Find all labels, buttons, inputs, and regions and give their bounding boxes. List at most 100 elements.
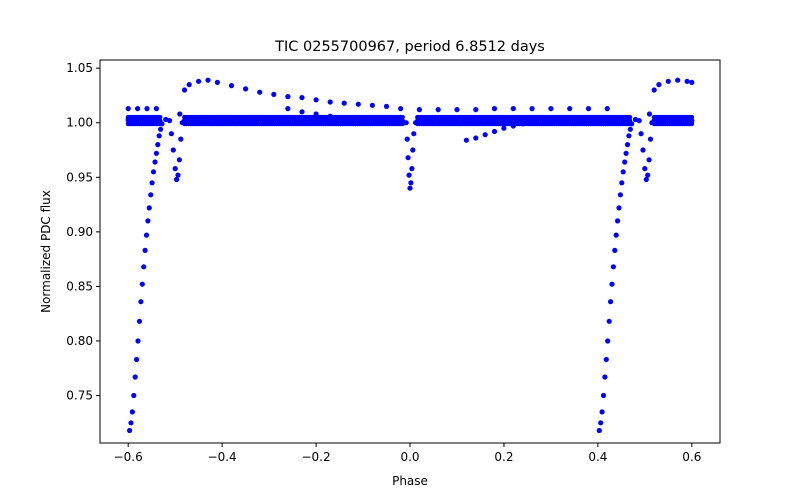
y-tick-label: 0.75	[66, 389, 93, 403]
x-tick-label: −0.2	[301, 450, 330, 464]
x-tick-label: 0.2	[494, 450, 513, 464]
data-point	[178, 136, 184, 142]
data-point	[148, 192, 154, 198]
data-point	[285, 94, 291, 100]
data-point	[615, 218, 621, 224]
data-point	[143, 232, 150, 238]
y-tick-label: 1.00	[66, 116, 93, 130]
data-point	[181, 87, 188, 93]
data-point	[142, 247, 148, 253]
data-point	[174, 176, 180, 183]
data-point	[482, 132, 488, 138]
data-point	[132, 374, 138, 380]
data-point	[624, 142, 631, 148]
data-point	[131, 392, 137, 399]
data-point	[599, 409, 605, 415]
series-5	[636, 118, 655, 183]
y-axis: 0.75 0.80 0.85 0.90 0.95 1.00 1.05	[66, 61, 100, 403]
data-point	[139, 281, 145, 287]
data-point	[398, 106, 404, 112]
data-point	[604, 106, 610, 112]
data-point	[646, 157, 652, 163]
data-point	[299, 95, 305, 101]
data-point	[627, 114, 633, 120]
data-point	[619, 180, 625, 186]
data-point	[134, 356, 140, 363]
data-point	[243, 86, 249, 92]
x-axis-label: Phase	[392, 474, 428, 488]
data-point	[640, 147, 646, 153]
data-point	[271, 91, 277, 97]
data-point	[622, 159, 628, 165]
data-point	[136, 318, 143, 324]
data-point	[128, 420, 134, 426]
data-point	[383, 103, 390, 109]
data-point	[435, 107, 441, 113]
data-point	[285, 106, 291, 112]
data-point	[651, 87, 657, 93]
y-tick-label: 0.90	[66, 225, 93, 239]
data-point	[598, 420, 604, 426]
data-point	[613, 232, 619, 238]
data-point	[529, 106, 535, 112]
x-tick-label: 0.6	[682, 450, 701, 464]
data-point	[406, 172, 412, 178]
data-point	[626, 133, 632, 139]
data-point	[642, 166, 648, 172]
data-point	[627, 126, 633, 132]
x-axis: −0.6 −0.4 −0.2 0.0 0.2 0.4 0.6	[114, 443, 701, 464]
data-point	[341, 100, 347, 106]
data-point	[473, 107, 479, 113]
series-8	[646, 77, 695, 117]
data-point	[327, 99, 333, 105]
data-point	[170, 147, 176, 153]
data-point	[501, 125, 507, 131]
chart-title: TIC 0255700967, period 6.8512 days	[274, 39, 545, 55]
data-points	[125, 77, 695, 434]
y-tick-label: 0.95	[66, 170, 93, 184]
data-point	[355, 101, 361, 107]
data-point	[407, 185, 413, 191]
data-point	[684, 78, 690, 84]
y-tick-label: 0.80	[66, 334, 93, 348]
data-point	[405, 155, 411, 161]
data-point	[620, 169, 626, 175]
data-point	[149, 180, 155, 186]
data-point	[153, 106, 159, 112]
data-point	[156, 133, 162, 139]
data-point	[643, 176, 649, 183]
data-point	[491, 128, 498, 135]
data-point	[404, 136, 410, 142]
data-point	[196, 78, 202, 84]
data-point	[153, 150, 159, 156]
baseline-band-fill	[125, 114, 695, 127]
x-tick-label: −0.4	[208, 450, 237, 464]
data-point	[647, 136, 654, 142]
data-point	[585, 106, 592, 112]
data-point	[623, 150, 629, 156]
data-point	[646, 111, 653, 117]
y-tick-label: 1.05	[66, 61, 93, 75]
data-point	[141, 264, 147, 270]
data-point	[257, 89, 263, 95]
data-point	[158, 126, 164, 132]
data-point	[616, 205, 622, 211]
data-point	[636, 118, 642, 124]
data-point	[135, 338, 141, 344]
data-point	[369, 102, 375, 108]
data-point	[299, 109, 305, 115]
data-point	[409, 166, 415, 172]
data-point	[138, 299, 144, 305]
data-point	[600, 392, 607, 399]
data-point	[567, 106, 573, 112]
data-point	[157, 114, 163, 120]
data-point	[400, 118, 405, 123]
data-point	[127, 427, 133, 434]
data-point	[689, 114, 695, 120]
data-point	[411, 131, 417, 137]
data-point	[152, 159, 158, 165]
data-point	[176, 157, 182, 163]
data-point	[665, 78, 671, 84]
data-point	[602, 374, 608, 380]
